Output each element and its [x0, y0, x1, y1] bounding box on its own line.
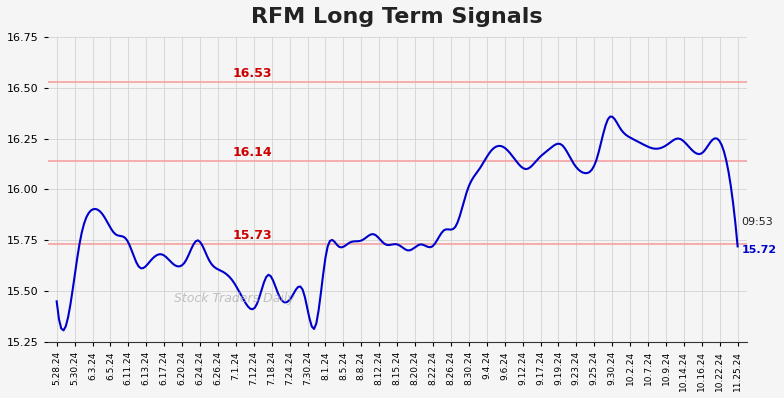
Text: 15.73: 15.73	[233, 229, 272, 242]
Text: 15.72: 15.72	[741, 246, 776, 256]
Text: Stock Traders Daily: Stock Traders Daily	[173, 293, 294, 305]
Text: 16.14: 16.14	[233, 146, 272, 159]
Text: 09:53: 09:53	[741, 217, 773, 227]
Text: 16.53: 16.53	[233, 66, 272, 80]
Title: RFM Long Term Signals: RFM Long Term Signals	[252, 7, 543, 27]
